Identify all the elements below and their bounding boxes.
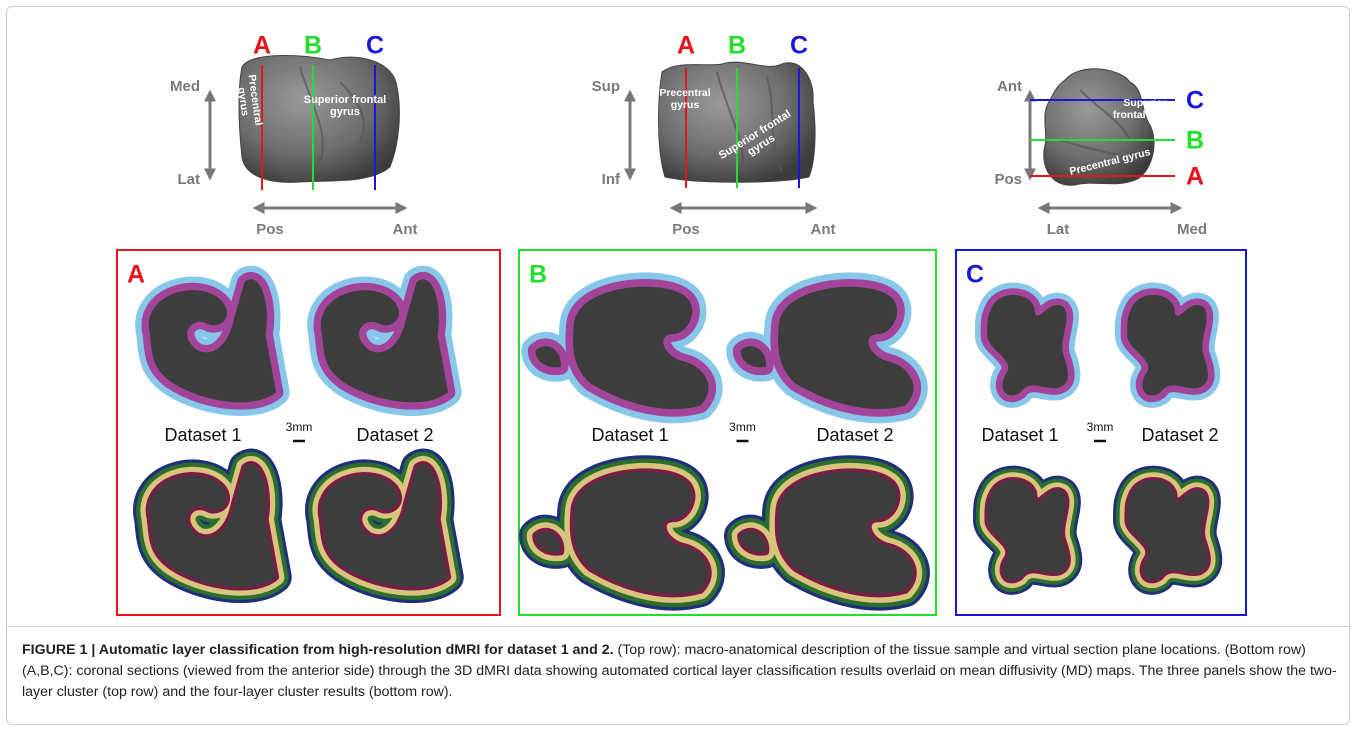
axis-label: Med xyxy=(170,78,200,95)
axis-label: Pos xyxy=(672,221,700,238)
section-label: C xyxy=(1186,87,1204,115)
separator xyxy=(7,626,1349,627)
axis-label: Pos xyxy=(256,221,284,238)
annotation-line: gyrus xyxy=(671,99,700,111)
annotation-line: gyrus xyxy=(235,87,251,117)
annotation-line: frontal gyrus xyxy=(1113,109,1177,121)
section-label: B xyxy=(728,32,746,60)
axis-label: Lat xyxy=(178,171,201,188)
section-label: B xyxy=(304,32,322,60)
dataset-label: Dataset 1 xyxy=(591,425,668,445)
dataset-label: Dataset 2 xyxy=(1141,425,1218,445)
axis-label: Pos xyxy=(994,171,1022,188)
axis-label: Med xyxy=(1177,221,1207,238)
annotation-line: Precentral xyxy=(659,87,710,99)
axis-label: Ant xyxy=(393,221,418,238)
annotation-line: Superior frontal xyxy=(304,94,387,106)
dataset-label: Dataset 1 xyxy=(981,425,1058,445)
axis-label: Ant xyxy=(997,78,1022,95)
axis-label: Ant xyxy=(811,221,836,238)
scale-bar-label: 3mm xyxy=(1087,420,1114,434)
panel-label: C xyxy=(966,261,984,289)
section-label: C xyxy=(366,32,384,60)
scale-bar-label: 3mm xyxy=(729,420,756,434)
scale-bar-label: 3mm xyxy=(286,420,313,434)
caption-label: FIGURE 1 | Automatic layer classificatio… xyxy=(22,642,614,658)
page: {"top_row": [ {"section_labels": ["A", "… xyxy=(0,0,1358,733)
panel-label: B xyxy=(529,261,547,289)
annotation-line: Superior xyxy=(1123,97,1166,109)
section-label: A xyxy=(253,32,271,60)
annotation-line: gyrus xyxy=(330,106,360,118)
section-label: A xyxy=(1186,163,1204,191)
dataset-label: Dataset 2 xyxy=(356,425,433,445)
section-label: B xyxy=(1186,127,1204,155)
section-label: C xyxy=(790,32,808,60)
panel-label: A xyxy=(127,261,145,289)
axis-label: Lat xyxy=(1047,221,1070,238)
section-label: A xyxy=(677,32,695,60)
axis-label: Sup xyxy=(592,78,620,95)
axis-label: Inf xyxy=(602,171,621,188)
dataset-label: Dataset 1 xyxy=(164,425,241,445)
dataset-label: Dataset 2 xyxy=(816,425,893,445)
caption: FIGURE 1 | Automatic layer classificatio… xyxy=(22,640,1340,703)
